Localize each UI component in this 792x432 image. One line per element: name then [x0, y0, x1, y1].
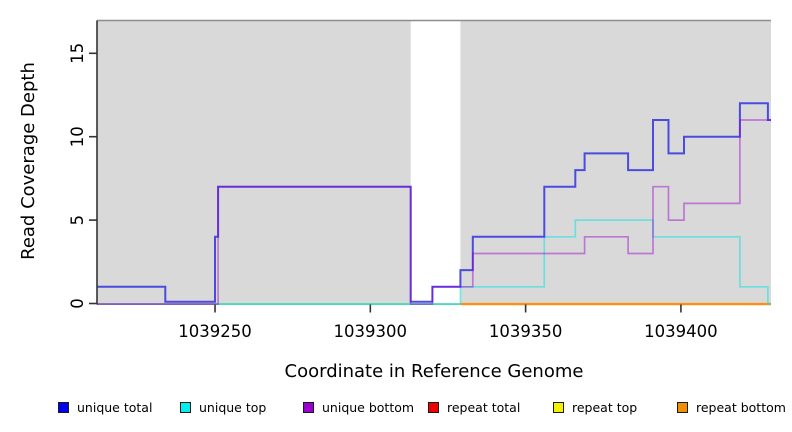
x-tick-label: 1039300	[334, 322, 408, 341]
series-line-unique-total	[97, 102, 771, 303]
legend-swatch	[58, 401, 69, 413]
legend-label: unique bottom	[322, 399, 415, 415]
y-tick-label: 0	[68, 298, 87, 309]
legend-item-unique-top: unique top	[180, 396, 266, 418]
legend-label: repeat top	[572, 399, 638, 415]
legend-label: unique total	[77, 399, 153, 415]
legend-swatch	[180, 401, 191, 413]
x-axis-title: Coordinate in Reference Genome	[285, 361, 584, 382]
x-tick-label: 1039350	[489, 322, 563, 341]
shaded-region	[460, 20, 771, 304]
legend-swatch	[428, 401, 439, 413]
legend-item-unique-total: unique total	[58, 396, 152, 418]
y-tick-label: 15	[68, 43, 87, 64]
legend-swatch	[303, 401, 314, 413]
legend-item-repeat-total: repeat total	[428, 396, 520, 418]
y-tick-label: 10	[68, 126, 87, 147]
legend-label: unique top	[199, 399, 267, 415]
series-line-unique-bottom	[97, 119, 771, 305]
y-axis-title: Read Coverage Depth	[18, 62, 39, 260]
legend-swatch	[553, 401, 564, 413]
series-line-unique-top	[97, 219, 771, 305]
x-tick-label: 1039250	[178, 322, 252, 341]
x-tick-label: 1039400	[644, 322, 718, 341]
legend-item-unique-bottom: unique bottom	[303, 396, 414, 418]
legend-item-repeat-bottom: repeat bottom	[677, 396, 786, 418]
shaded-region	[97, 20, 411, 304]
y-tick-label: 5	[68, 215, 87, 226]
legend-swatch	[677, 401, 688, 413]
legend-label: repeat total	[447, 399, 521, 415]
legend-item-repeat-top: repeat top	[553, 396, 637, 418]
legend-label: repeat bottom	[696, 399, 786, 415]
legend: unique total unique top unique bottom repea…	[0, 396, 792, 420]
